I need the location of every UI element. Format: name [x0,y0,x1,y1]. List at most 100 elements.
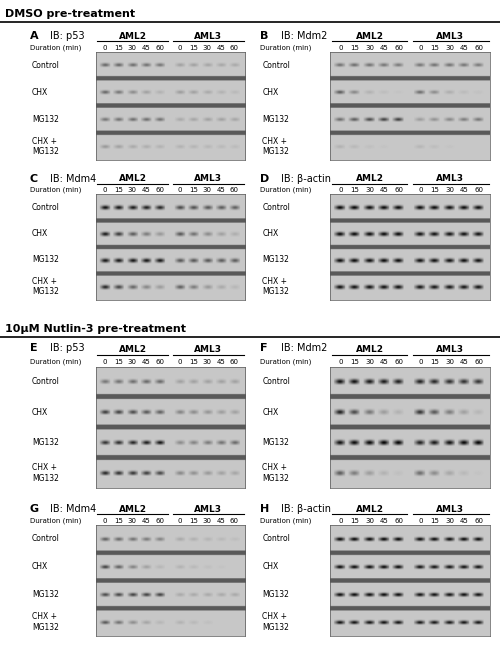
Text: Control: Control [32,377,60,386]
Text: 0: 0 [418,44,422,51]
Text: 30: 30 [202,44,211,51]
Text: 60: 60 [155,187,164,193]
Text: CHX: CHX [32,229,48,238]
Text: 0: 0 [418,518,422,524]
Text: CHX: CHX [262,88,278,97]
Text: CHX +
MG132: CHX + MG132 [262,612,289,632]
Text: 15: 15 [430,359,440,365]
Text: AML3: AML3 [436,345,464,354]
Text: 45: 45 [142,359,150,365]
Text: AML2: AML2 [356,31,384,41]
Text: IB: β-actin: IB: β-actin [281,504,331,514]
Text: 60: 60 [394,187,403,193]
Text: AML2: AML2 [356,345,384,354]
Text: AML2: AML2 [119,174,147,183]
Text: 45: 45 [460,359,468,365]
Text: B: B [260,31,268,41]
Text: 15: 15 [114,187,124,193]
Text: Control: Control [262,61,290,70]
Text: 0: 0 [103,359,108,365]
Text: 45: 45 [460,187,468,193]
Text: 0: 0 [338,187,343,193]
Text: 15: 15 [430,187,440,193]
Text: 45: 45 [142,518,150,524]
Text: H: H [260,504,269,514]
Text: Duration (min): Duration (min) [260,187,311,193]
Text: 0: 0 [338,359,343,365]
Text: 60: 60 [230,187,239,193]
Text: C: C [30,174,38,184]
Text: 45: 45 [142,187,150,193]
Text: AML3: AML3 [194,31,222,41]
Text: AML3: AML3 [436,174,464,183]
Text: 0: 0 [103,44,108,51]
Text: CHX: CHX [32,88,48,97]
Text: 45: 45 [216,187,225,193]
Text: 45: 45 [380,359,388,365]
Text: Duration (min): Duration (min) [30,187,81,193]
Text: MG132: MG132 [262,590,289,599]
Text: 15: 15 [350,518,360,524]
Text: Duration (min): Duration (min) [30,359,81,365]
Text: MG132: MG132 [32,438,59,448]
Text: 15: 15 [430,44,440,51]
Text: CHX: CHX [32,562,48,571]
Text: 15: 15 [114,518,124,524]
Text: 0: 0 [338,44,343,51]
Text: DMSO pre-treatment: DMSO pre-treatment [5,9,135,19]
Text: 30: 30 [202,359,211,365]
Text: 30: 30 [365,359,374,365]
Text: 0: 0 [178,44,182,51]
Text: MG132: MG132 [262,256,289,264]
Text: CHX: CHX [262,229,278,238]
Text: 45: 45 [380,44,388,51]
Text: 0: 0 [338,518,343,524]
Text: 15: 15 [350,44,360,51]
Text: 30: 30 [445,187,454,193]
Text: CHX +
MG132: CHX + MG132 [32,137,59,156]
Text: 30: 30 [128,518,137,524]
Text: 60: 60 [474,44,483,51]
Text: 15: 15 [114,359,124,365]
Text: 45: 45 [216,359,225,365]
Text: 15: 15 [189,187,198,193]
Text: 30: 30 [202,518,211,524]
Text: 60: 60 [230,359,239,365]
Text: 60: 60 [155,359,164,365]
Text: 45: 45 [216,44,225,51]
Text: 0: 0 [418,359,422,365]
Text: Duration (min): Duration (min) [260,359,311,365]
Text: 45: 45 [380,518,388,524]
Text: MG132: MG132 [32,590,59,599]
Text: 30: 30 [445,359,454,365]
Text: AML2: AML2 [356,505,384,513]
Text: 10μM Nutlin-3 pre-treatment: 10μM Nutlin-3 pre-treatment [5,324,186,334]
Text: 30: 30 [128,187,137,193]
Text: 45: 45 [216,518,225,524]
Text: MG132: MG132 [262,115,289,124]
Text: AML3: AML3 [436,505,464,513]
Text: IB: Mdm4: IB: Mdm4 [50,504,96,514]
Text: MG132: MG132 [32,256,59,264]
Text: Control: Control [32,535,60,543]
Text: IB: Mdm2: IB: Mdm2 [281,31,328,41]
Text: 15: 15 [189,44,198,51]
Text: CHX +
MG132: CHX + MG132 [262,463,289,483]
Text: CHX +
MG132: CHX + MG132 [262,277,289,296]
Text: A: A [30,31,38,41]
Text: 30: 30 [445,518,454,524]
Text: IB: β-actin: IB: β-actin [281,174,331,184]
Text: 60: 60 [155,518,164,524]
Text: 0: 0 [178,359,182,365]
Text: 60: 60 [474,518,483,524]
Text: Control: Control [262,377,290,386]
Text: 45: 45 [460,518,468,524]
Text: 30: 30 [365,187,374,193]
Text: 15: 15 [350,187,360,193]
Text: 45: 45 [142,44,150,51]
Text: 60: 60 [230,518,239,524]
Text: Control: Control [262,535,290,543]
Text: 15: 15 [189,518,198,524]
Text: 0: 0 [103,187,108,193]
Text: AML2: AML2 [356,174,384,183]
